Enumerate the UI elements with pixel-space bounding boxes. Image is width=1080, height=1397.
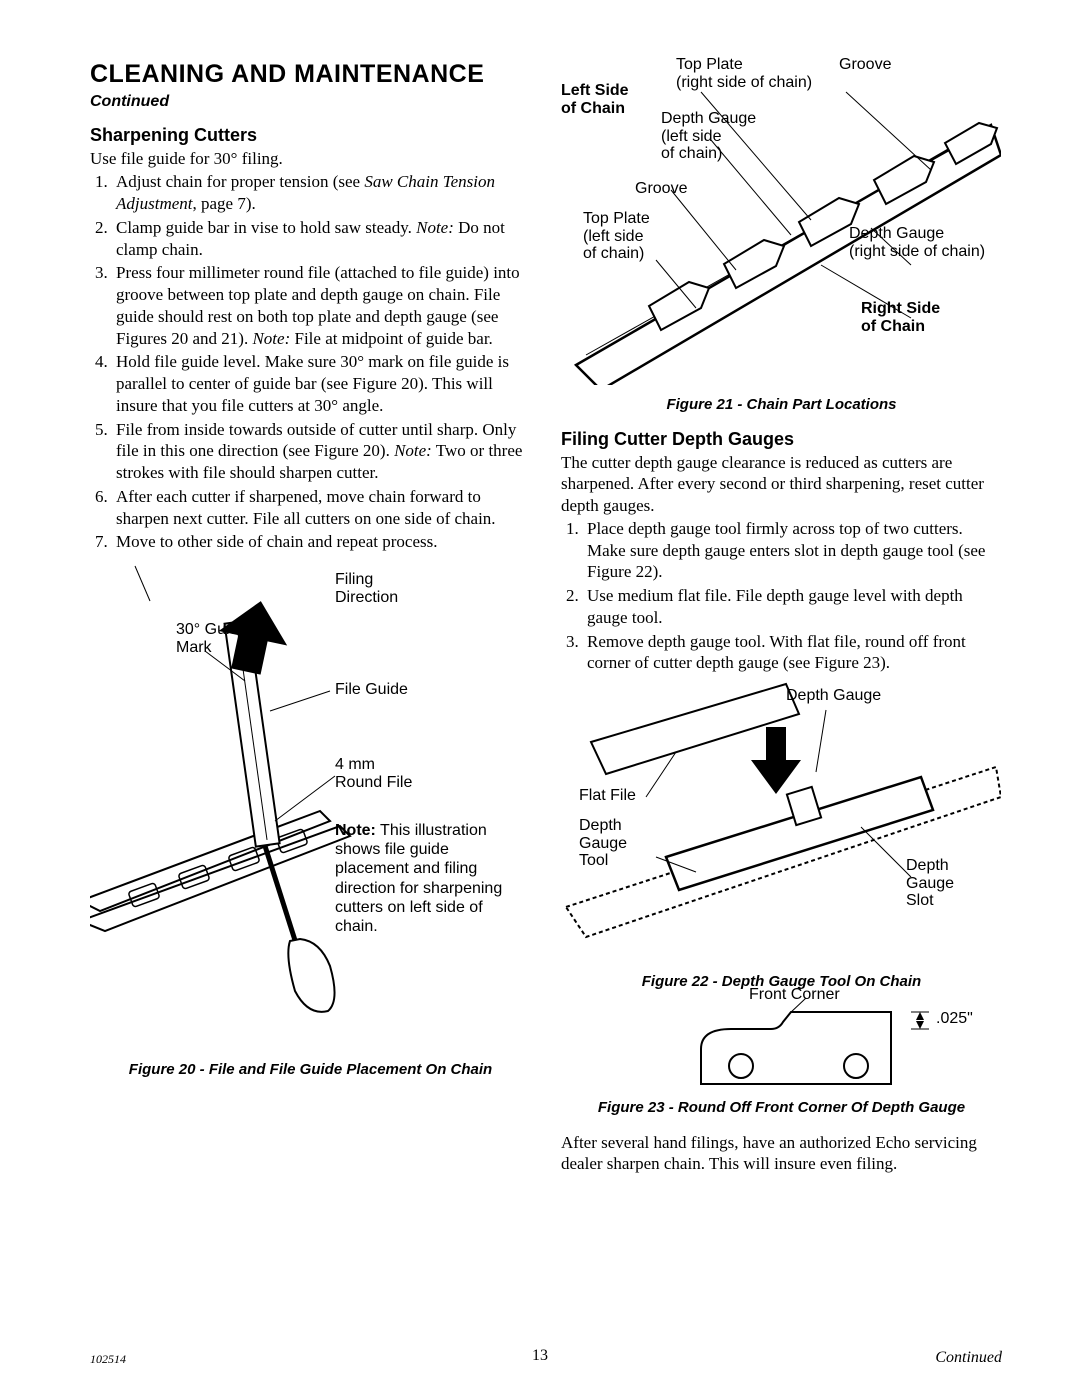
closing-paragraph: After several hand filings, have an auth…: [561, 1132, 1002, 1175]
lbl-file-guide: File Guide: [335, 681, 408, 699]
figure-20-caption: Figure 20 - File and File Guide Placemen…: [90, 1061, 531, 1078]
sharpening-steps: Adjust chain for proper tension (see Saw…: [90, 171, 531, 553]
step-item: Clamp guide bar in vise to hold saw stea…: [112, 217, 531, 261]
sharpening-intro: Use file guide for 30° filing.: [90, 148, 531, 169]
lbl-right-side-chain: Right Side of Chain: [861, 300, 940, 335]
sharpening-heading: Sharpening Cutters: [90, 125, 531, 146]
step-item: Remove depth gauge tool. With flat file,…: [583, 631, 1002, 675]
step-item: Adjust chain for proper tension (see Saw…: [112, 171, 531, 215]
figure-20-svg: [90, 561, 520, 1021]
depth-gauges-steps: Place depth gauge tool firmly across top…: [561, 518, 1002, 674]
lbl-filing-direction: Filing Direction: [335, 571, 398, 606]
step-item: Press four millimeter round file (attach…: [112, 262, 531, 349]
lbl-depth-gauge-left: Depth Gauge (left side of chain): [661, 110, 756, 163]
figure-23-caption: Figure 23 - Round Off Front Corner Of De…: [561, 1099, 1002, 1116]
lbl-30-guide-mark: 30° Guide Mark: [176, 621, 247, 656]
footer-continued: Continued: [935, 1349, 1002, 1367]
figure-23-svg: [661, 994, 981, 1099]
lbl-left-side-chain: Left Side of Chain: [561, 82, 629, 117]
step-item: Move to other side of chain and repeat p…: [112, 531, 531, 553]
depth-gauges-intro: The cutter depth gauge clearance is redu…: [561, 452, 1002, 516]
manual-page: CLEANING AND MAINTENANCE Continued Sharp…: [0, 0, 1080, 1397]
step-item: Use medium flat file. File depth gauge l…: [583, 585, 1002, 629]
step-item: Place depth gauge tool firmly across top…: [583, 518, 1002, 583]
continued-label: Continued: [90, 93, 531, 111]
lbl-025: .025": [936, 1010, 973, 1028]
lbl-depth-gauge-right: Depth Gauge (right side of chain): [849, 225, 985, 260]
figure-22: Depth Gauge Flat File Depth Gauge Tool D…: [561, 682, 1002, 967]
lbl-flat-file: Flat File: [579, 787, 636, 805]
lbl-round-file: 4 mm Round File: [335, 756, 412, 791]
left-column: CLEANING AND MAINTENANCE Continued Sharp…: [90, 60, 531, 1177]
lbl-depth-gauge-slot: Depth Gauge Slot: [906, 857, 954, 910]
depth-gauges-heading: Filing Cutter Depth Gauges: [561, 429, 1002, 450]
figure-21-caption: Figure 21 - Chain Part Locations: [561, 396, 1002, 413]
step-item: After each cutter if sharpened, move cha…: [112, 486, 531, 530]
figure-23: Front Corner .025": [661, 994, 981, 1099]
lbl-groove-right: Groove: [839, 56, 891, 74]
lbl-depth-gauge: Depth Gauge: [786, 687, 881, 705]
lbl-front-corner: Front Corner: [749, 986, 840, 1004]
footer-page-number: 13: [0, 1347, 1080, 1365]
page-title: CLEANING AND MAINTENANCE: [90, 60, 531, 89]
lbl-groove-left: Groove: [635, 180, 687, 198]
figure-21: Left Side of Chain Top Plate (right side…: [561, 60, 1002, 390]
right-column: Left Side of Chain Top Plate (right side…: [561, 60, 1002, 1177]
two-columns: CLEANING AND MAINTENANCE Continued Sharp…: [90, 60, 1002, 1177]
step-item: Hold file guide level. Make sure 30° mar…: [112, 351, 531, 416]
lbl-depth-gauge-tool: Depth Gauge Tool: [579, 817, 627, 870]
lbl-top-plate-right: Top Plate (right side of chain): [676, 56, 812, 91]
step-item: File from inside towards outside of cutt…: [112, 419, 531, 484]
lbl-top-plate-left: Top Plate (left side of chain): [583, 210, 650, 263]
figure-20: Filing Direction 30° Guide Mark File Gui…: [90, 561, 531, 1031]
fig20-note: Note: This illustration shows file guide…: [335, 821, 505, 936]
